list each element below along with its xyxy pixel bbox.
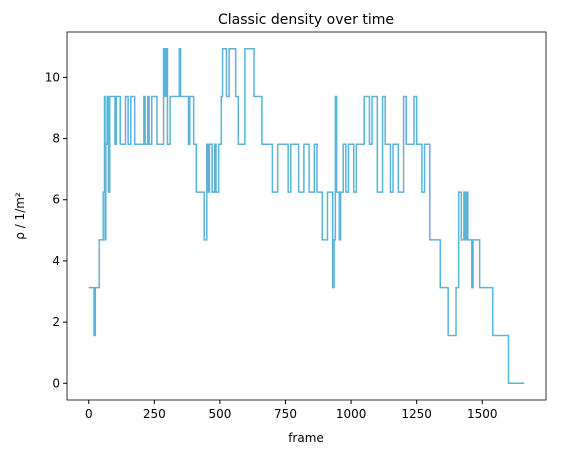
y-tick-label: 8 bbox=[52, 132, 60, 146]
x-tick-label: 500 bbox=[208, 407, 231, 421]
y-tick-label: 0 bbox=[52, 376, 60, 390]
x-axis-label: frame bbox=[288, 431, 324, 445]
x-tick-label: 750 bbox=[274, 407, 297, 421]
x-tick-label: 1500 bbox=[467, 407, 498, 421]
plot-frame bbox=[66, 31, 547, 401]
x-tick-label: 250 bbox=[143, 407, 166, 421]
line bbox=[88, 47, 525, 385]
y-axis-label: ρ / 1/m² bbox=[13, 192, 27, 240]
chart-title: Classic density over time bbox=[218, 12, 394, 28]
y-tick-label: 10 bbox=[45, 70, 60, 84]
x-tick-label: 1250 bbox=[401, 407, 432, 421]
y-tick-label: 4 bbox=[52, 254, 60, 268]
x-tick-label: 1000 bbox=[336, 407, 367, 421]
x-tick-label: 0 bbox=[85, 407, 93, 421]
y-tick-label: 2 bbox=[52, 315, 60, 329]
y-tick-label: 6 bbox=[52, 193, 60, 207]
